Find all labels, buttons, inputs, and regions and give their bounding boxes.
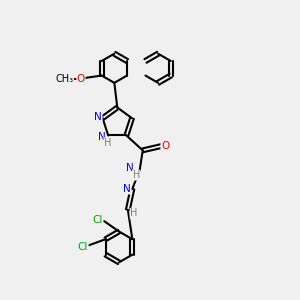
Text: O: O [161, 141, 169, 151]
Text: N: N [98, 132, 106, 142]
Text: N: N [126, 163, 134, 173]
Text: H: H [133, 170, 140, 180]
Text: CH₃: CH₃ [56, 74, 74, 83]
Text: H: H [104, 138, 111, 148]
Text: Cl: Cl [77, 242, 88, 252]
Text: O: O [77, 74, 85, 83]
Text: N: N [94, 112, 102, 122]
Text: N: N [123, 184, 131, 194]
Text: H: H [130, 208, 137, 218]
Text: Cl: Cl [92, 214, 103, 225]
